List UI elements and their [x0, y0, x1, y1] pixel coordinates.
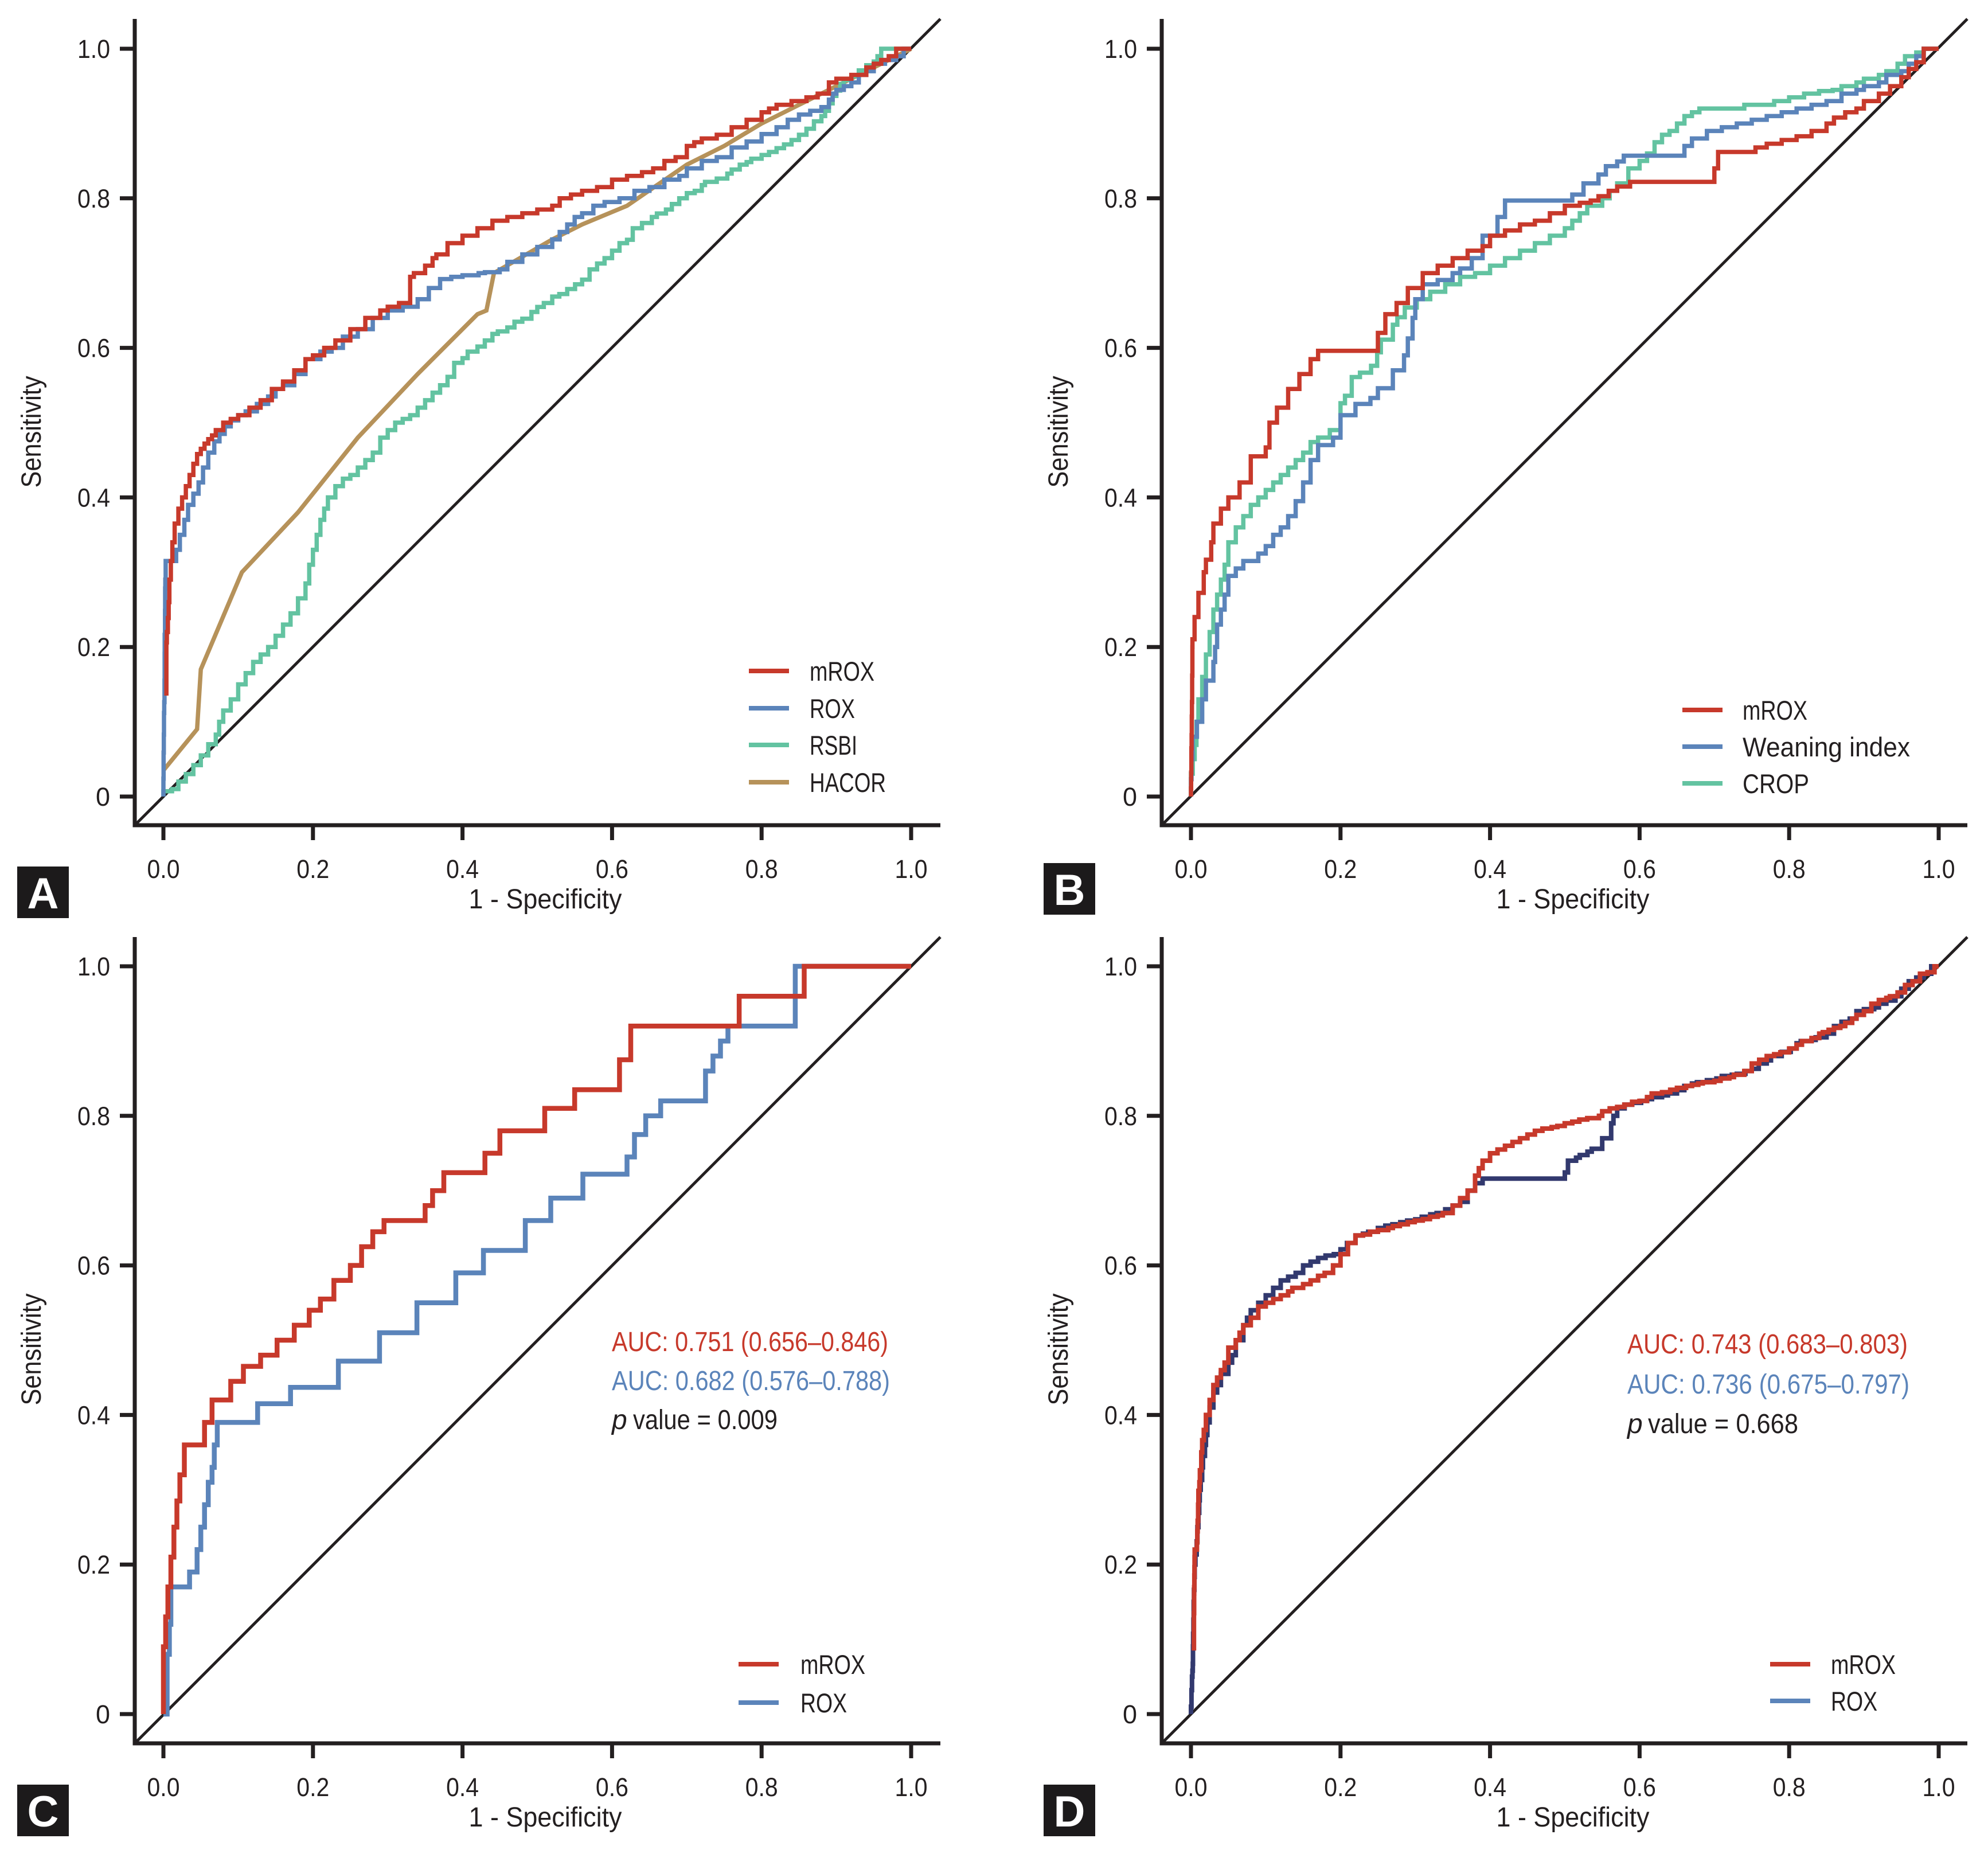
svg-text:ROX: ROX [1831, 1686, 1877, 1716]
svg-text:0.2: 0.2 [77, 1550, 110, 1579]
svg-text:0.8: 0.8 [745, 854, 778, 884]
svg-text:0.6: 0.6 [596, 854, 628, 884]
svg-text:0.4: 0.4 [1474, 854, 1506, 884]
svg-text:0: 0 [96, 782, 110, 811]
svg-text:0.2: 0.2 [296, 1773, 329, 1802]
svg-text:0.6: 0.6 [1104, 334, 1137, 363]
svg-text:0: 0 [1123, 1700, 1137, 1729]
svg-text:p: p [1626, 1409, 1643, 1439]
svg-text:0.8: 0.8 [77, 1102, 110, 1131]
svg-text:0.2: 0.2 [77, 633, 110, 662]
svg-text:C: C [28, 1787, 59, 1836]
svg-text:Weaning index: Weaning index [1743, 732, 1910, 762]
svg-text:0.8: 0.8 [1104, 1102, 1137, 1131]
svg-text:AUC: 0.682 (0.576–0.788): AUC: 0.682 (0.576–0.788) [612, 1366, 890, 1396]
svg-text:0.2: 0.2 [296, 854, 329, 884]
svg-text:Sensitivity: Sensitivity [17, 376, 47, 488]
svg-text:D: D [1054, 1787, 1085, 1836]
svg-text:value = 0.668: value = 0.668 [1648, 1409, 1798, 1439]
svg-text:0.2: 0.2 [1104, 633, 1137, 662]
svg-text:0.8: 0.8 [77, 184, 110, 213]
svg-text:0.0: 0.0 [147, 1773, 180, 1802]
svg-text:1.0: 1.0 [895, 1773, 928, 1802]
svg-text:0.0: 0.0 [1175, 1773, 1208, 1802]
svg-text:1.0: 1.0 [77, 34, 110, 64]
svg-text:0.8: 0.8 [1773, 1773, 1806, 1802]
svg-text:1.0: 1.0 [1104, 952, 1137, 981]
svg-text:mROX: mROX [1743, 695, 1807, 725]
svg-text:0: 0 [96, 1700, 110, 1729]
svg-text:value = 0.009: value = 0.009 [633, 1405, 778, 1435]
svg-text:AUC: 0.751 (0.656–0.846): AUC: 0.751 (0.656–0.846) [612, 1327, 888, 1357]
svg-text:0.4: 0.4 [77, 483, 110, 512]
svg-text:0.4: 0.4 [446, 854, 479, 884]
svg-text:1 - Specificity: 1 - Specificity [1497, 884, 1650, 915]
svg-text:B: B [1054, 866, 1085, 915]
svg-text:RSBI: RSBI [810, 730, 857, 760]
svg-text:0.6: 0.6 [1104, 1251, 1137, 1281]
svg-text:0.0: 0.0 [147, 854, 180, 884]
svg-text:0.0: 0.0 [1175, 854, 1208, 884]
svg-text:HACOR: HACOR [810, 767, 886, 798]
svg-text:Sensitivity: Sensitivity [17, 1294, 47, 1406]
svg-text:0.6: 0.6 [1623, 1773, 1656, 1802]
svg-text:ROX: ROX [810, 693, 855, 724]
svg-text:0.4: 0.4 [446, 1773, 479, 1802]
svg-text:1 - Specificity: 1 - Specificity [1497, 1802, 1650, 1833]
svg-text:mROX: mROX [800, 1649, 865, 1680]
svg-text:0.4: 0.4 [77, 1400, 110, 1430]
svg-text:1.0: 1.0 [1104, 34, 1137, 64]
svg-text:0.8: 0.8 [1104, 184, 1137, 213]
svg-text:CROP: CROP [1743, 768, 1809, 799]
svg-text:1.0: 1.0 [1923, 854, 1955, 884]
svg-text:0.6: 0.6 [596, 1773, 628, 1802]
svg-text:1.0: 1.0 [895, 854, 928, 884]
svg-text:0.6: 0.6 [77, 334, 110, 363]
svg-text:0: 0 [1123, 782, 1137, 811]
svg-text:1.0: 1.0 [77, 952, 110, 981]
svg-text:0.2: 0.2 [1104, 1550, 1137, 1579]
svg-text:0.6: 0.6 [1623, 854, 1656, 884]
svg-text:ROX: ROX [800, 1688, 847, 1718]
svg-text:mROX: mROX [1831, 1649, 1896, 1680]
svg-text:1 - Specificity: 1 - Specificity [469, 1802, 622, 1833]
svg-text:0.2: 0.2 [1324, 854, 1357, 884]
svg-text:AUC: 0.736 (0.675–0.797): AUC: 0.736 (0.675–0.797) [1627, 1369, 1909, 1400]
svg-text:Sensitivity: Sensitivity [1044, 376, 1074, 488]
svg-text:Sensitivity: Sensitivity [1044, 1294, 1074, 1406]
svg-text:AUC: 0.743 (0.683–0.803): AUC: 0.743 (0.683–0.803) [1627, 1329, 1908, 1360]
svg-text:0.2: 0.2 [1324, 1773, 1357, 1802]
svg-text:1 - Specificity: 1 - Specificity [469, 884, 622, 915]
svg-text:1.0: 1.0 [1923, 1773, 1955, 1802]
svg-text:0.4: 0.4 [1104, 1400, 1137, 1430]
svg-text:p: p [611, 1405, 627, 1435]
svg-text:0.8: 0.8 [1773, 854, 1806, 884]
svg-text:mROX: mROX [810, 656, 874, 686]
svg-text:A: A [28, 869, 59, 918]
svg-text:0.4: 0.4 [1474, 1773, 1506, 1802]
svg-text:0.6: 0.6 [77, 1251, 110, 1281]
svg-text:0.4: 0.4 [1104, 483, 1137, 512]
svg-text:0.8: 0.8 [745, 1773, 778, 1802]
